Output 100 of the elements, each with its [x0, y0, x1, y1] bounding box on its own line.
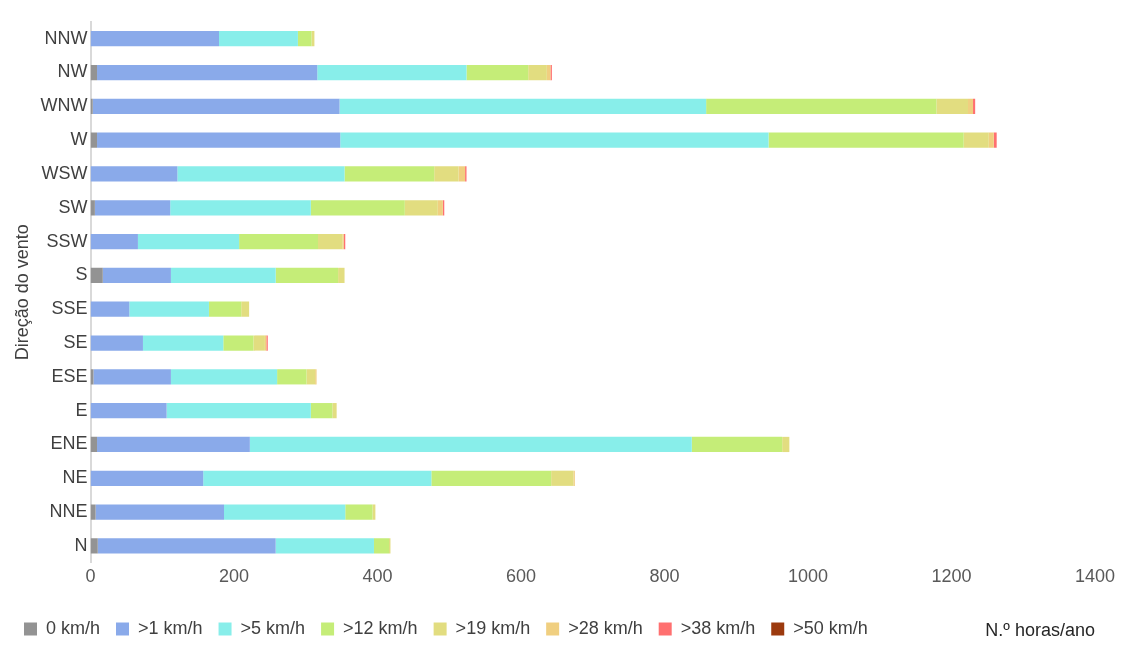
y-tick-label: SW — [58, 196, 88, 217]
bar — [310, 200, 405, 216]
bar — [782, 436, 790, 453]
x-axis-title: N.º horas/ano — [985, 620, 1095, 641]
y-tick-label: E — [75, 399, 88, 420]
bar — [768, 132, 964, 148]
y-tick-label: W — [70, 129, 88, 150]
bar — [94, 200, 171, 216]
bar — [97, 64, 318, 81]
bar — [373, 538, 390, 554]
bar — [297, 31, 312, 47]
bar — [340, 132, 769, 148]
bar — [318, 233, 343, 250]
bar — [988, 132, 994, 148]
bar — [275, 267, 339, 283]
y-tick-label: NNE — [49, 501, 88, 522]
bar — [90, 166, 178, 182]
bar — [224, 504, 346, 520]
bar — [277, 369, 307, 385]
bar — [93, 369, 171, 385]
bar — [97, 538, 276, 554]
legend-label: >38 km/h — [680, 617, 756, 638]
x-tick-label: 1400 — [1074, 565, 1115, 586]
bar — [317, 64, 467, 81]
bar — [551, 470, 574, 486]
bar — [275, 538, 374, 554]
bar — [177, 166, 345, 182]
legend-label: >50 km/h — [793, 617, 868, 638]
bar — [338, 267, 345, 283]
bar — [993, 132, 997, 148]
bar — [90, 132, 98, 148]
bar — [310, 403, 333, 419]
bar — [166, 403, 311, 419]
bar — [102, 267, 171, 283]
bar — [97, 436, 250, 453]
x-tick-label: 0 — [85, 565, 96, 586]
legend-label: 0 km/h — [46, 617, 101, 638]
legend-label: >12 km/h — [343, 617, 418, 638]
x-tick-label: 800 — [649, 565, 680, 586]
bar — [434, 166, 459, 182]
bar — [170, 369, 278, 385]
bar — [936, 98, 968, 114]
y-axis-title: Direção do vento — [11, 224, 32, 361]
x-tick-label: 1200 — [931, 565, 972, 586]
bar — [90, 64, 98, 81]
y-tick-label: NNW — [44, 27, 88, 48]
bar — [528, 64, 547, 81]
bar — [253, 335, 265, 351]
bar — [208, 301, 242, 317]
y-tick-label: WSW — [41, 162, 88, 183]
bar — [239, 233, 318, 250]
bar — [137, 233, 240, 250]
x-tick-label: 200 — [219, 565, 250, 586]
x-tick-label: 400 — [362, 565, 393, 586]
bar — [90, 233, 138, 250]
bar — [97, 132, 341, 148]
bar — [95, 504, 225, 520]
bar — [973, 98, 976, 114]
legend-label: >28 km/h — [568, 617, 643, 638]
bar — [90, 200, 95, 216]
bar — [466, 64, 529, 81]
y-tick-label: SE — [63, 331, 88, 352]
y-tick-label: NE — [62, 467, 88, 488]
bar — [249, 436, 692, 453]
bar — [129, 301, 209, 317]
bar — [90, 267, 103, 283]
legend-label: >19 km/h — [455, 617, 531, 638]
bar — [241, 301, 250, 317]
bar — [90, 335, 143, 351]
bar — [344, 166, 435, 182]
y-tick-label: ESE — [51, 365, 88, 386]
bar — [967, 98, 974, 114]
bar — [142, 335, 224, 351]
y-tick-label: S — [75, 264, 88, 285]
y-tick-label: SSW — [46, 230, 88, 251]
bar — [203, 470, 432, 486]
bar — [431, 470, 552, 486]
bar — [404, 200, 438, 216]
bar — [90, 301, 130, 317]
y-tick-label: NW — [57, 61, 88, 82]
bar — [332, 403, 337, 419]
bar — [90, 31, 219, 47]
bar — [92, 98, 340, 114]
bar — [339, 98, 707, 114]
bar — [90, 436, 98, 453]
bar — [170, 267, 276, 283]
y-tick-label: N — [74, 534, 88, 555]
x-tick-label: 1000 — [787, 565, 829, 586]
bar — [90, 98, 93, 114]
bar — [90, 403, 167, 419]
legend-label: >5 km/h — [240, 617, 306, 638]
y-tick-label: SSE — [51, 298, 88, 319]
bar — [90, 470, 204, 486]
bar — [437, 200, 443, 216]
bar — [345, 504, 373, 520]
bar — [90, 504, 96, 520]
bar — [170, 200, 311, 216]
bar — [458, 166, 466, 182]
bar — [963, 132, 989, 148]
bar — [219, 31, 298, 47]
